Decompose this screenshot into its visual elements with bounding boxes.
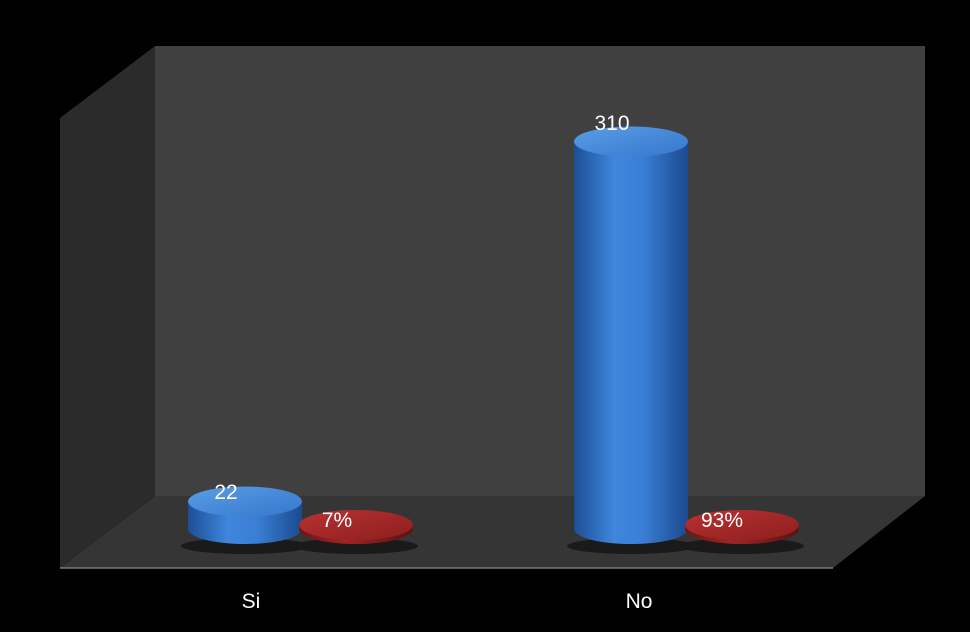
shadow-no-percent [680,538,804,554]
back-wall [155,46,925,496]
data-label-no-percent: 93% [701,509,743,532]
bar-si-percent-top [299,510,413,540]
data-label-si-percent: 7% [322,509,352,532]
data-label-no-count: 310 [594,112,629,135]
side-wall [60,46,155,568]
bar-no-count [574,126,688,544]
bar-no-percent [685,510,799,544]
bar-si-percent [299,510,413,544]
x-tick-label-no: No [626,590,653,613]
bar-no-count-top [574,126,688,157]
shadow-si-count [181,538,309,554]
bar-si-count-top [188,486,302,517]
shadow-no-count [567,538,695,554]
shadow-si-percent [294,538,418,554]
bar-si-count [188,486,302,544]
bar-no-percent-top [685,510,799,540]
bar-no-count-body [574,141,688,544]
data-label-si-count: 22 [214,481,237,504]
x-tick-label-si: Si [242,590,261,613]
